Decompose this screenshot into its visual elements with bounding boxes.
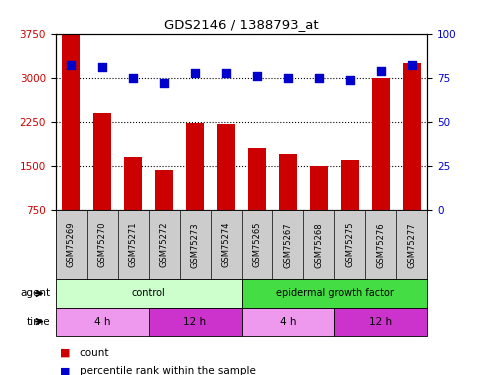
Text: GSM75269: GSM75269 — [67, 222, 75, 267]
Text: ■: ■ — [60, 366, 71, 375]
Bar — [62, 34, 80, 210]
Point — [160, 80, 168, 86]
Point — [98, 64, 106, 70]
Bar — [248, 148, 266, 210]
Point — [408, 63, 416, 69]
Text: GSM75265: GSM75265 — [253, 222, 261, 267]
Text: GSM75267: GSM75267 — [284, 222, 293, 267]
Text: 12 h: 12 h — [369, 316, 393, 327]
Text: GSM75275: GSM75275 — [345, 222, 355, 267]
Point — [67, 63, 75, 69]
Bar — [155, 170, 173, 210]
Text: ■: ■ — [60, 348, 71, 357]
Point — [129, 75, 137, 81]
Point — [315, 75, 323, 81]
Text: GSM75274: GSM75274 — [222, 222, 230, 267]
Point — [253, 73, 261, 79]
Text: GSM75268: GSM75268 — [314, 222, 324, 267]
Bar — [279, 154, 297, 210]
Point — [222, 69, 230, 75]
Text: 4 h: 4 h — [280, 316, 296, 327]
Text: percentile rank within the sample: percentile rank within the sample — [80, 366, 256, 375]
Text: 4 h: 4 h — [94, 316, 110, 327]
Text: GSM75277: GSM75277 — [408, 222, 416, 267]
Point — [346, 76, 354, 82]
Text: GSM75270: GSM75270 — [98, 222, 107, 267]
Bar — [217, 124, 235, 210]
Point — [191, 69, 199, 75]
Text: GSM75271: GSM75271 — [128, 222, 138, 267]
Point — [284, 75, 292, 81]
Text: agent: agent — [21, 288, 51, 298]
Text: epidermal growth factor: epidermal growth factor — [275, 288, 394, 298]
Bar — [341, 160, 359, 210]
Text: count: count — [80, 348, 109, 357]
Point — [377, 68, 385, 74]
Bar — [403, 63, 421, 210]
Text: control: control — [132, 288, 165, 298]
Text: GSM75273: GSM75273 — [190, 222, 199, 267]
Bar — [124, 157, 142, 210]
Text: 12 h: 12 h — [184, 316, 207, 327]
Title: GDS2146 / 1388793_at: GDS2146 / 1388793_at — [164, 18, 319, 31]
Text: GSM75276: GSM75276 — [376, 222, 385, 267]
Bar — [186, 123, 204, 210]
Text: time: time — [27, 316, 51, 327]
Bar — [93, 113, 112, 210]
Bar — [310, 166, 328, 210]
Text: GSM75272: GSM75272 — [159, 222, 169, 267]
Bar — [372, 78, 390, 210]
